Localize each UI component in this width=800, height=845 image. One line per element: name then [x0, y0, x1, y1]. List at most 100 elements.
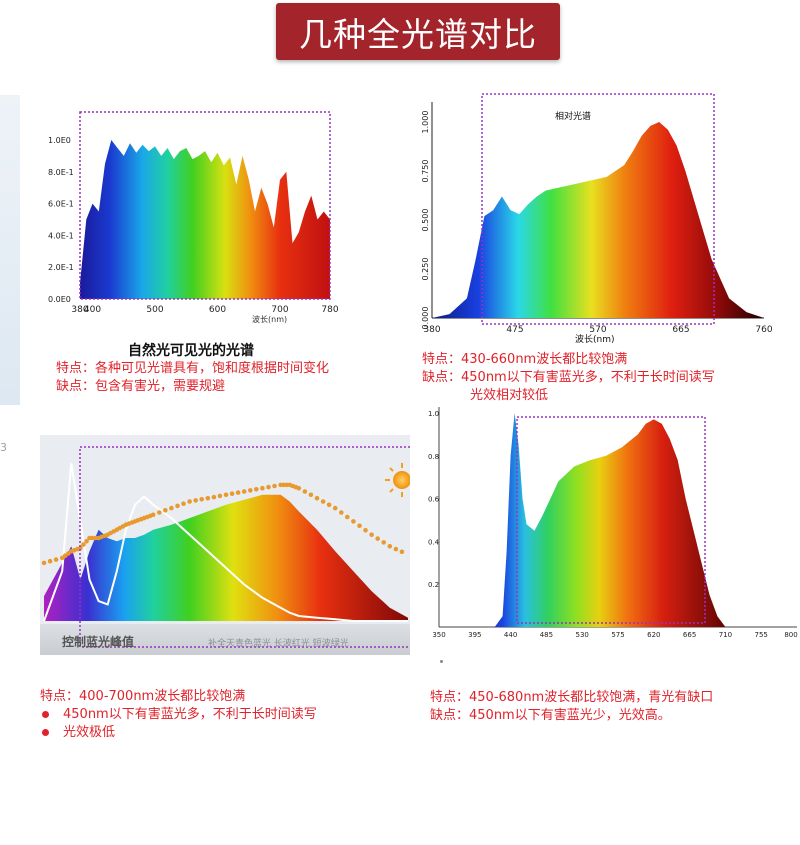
chart3-dot	[241, 489, 247, 494]
chart2-y-tick: 0.250	[421, 258, 430, 281]
chart3-dot	[345, 514, 350, 520]
chart4-features: 特点：450-680nm波长都比较饱满，青光有缺口	[430, 690, 714, 705]
chart3-dot	[363, 528, 368, 533]
chart3-dot	[163, 508, 168, 513]
chart3-dot	[351, 519, 356, 524]
chart3-footer-bar	[40, 624, 410, 655]
chart3-spectrum-area	[44, 494, 408, 621]
chart4-x-tick: 350	[432, 631, 445, 639]
chart1-y-tick: 0.0E0	[48, 295, 71, 304]
chart3-dot	[187, 499, 192, 504]
chart3-dot	[175, 503, 180, 509]
chart2-dotted-box	[481, 93, 715, 325]
chart4-x-tick: 665	[683, 631, 696, 639]
left-strip	[0, 95, 20, 405]
chart-led-spectrum: 1.0 0.8 0.6 0.4 0.2 350 395 440 485 530 575 620 665…	[428, 407, 798, 639]
chart4-y-tick: 1.0	[428, 410, 439, 418]
chart4-x-tick: 530	[576, 631, 589, 639]
chart3-dot	[223, 492, 229, 498]
chart4-y-tick: 0.4	[428, 538, 440, 546]
chart4-dotted-box	[516, 416, 706, 624]
chart1-y-tick: 2.0E-1	[48, 263, 74, 272]
chart3-dot	[169, 505, 174, 511]
chart3-dot	[181, 501, 186, 506]
chart1-x-tick: 400	[84, 305, 101, 315]
chart3-dot	[47, 558, 53, 564]
chart2-x-tick: 665	[672, 325, 689, 335]
chart4-x-tick: 395	[468, 631, 481, 639]
chart3-dot	[399, 549, 405, 555]
chart3-dot	[369, 532, 374, 537]
chart2-title: 相对光谱	[555, 110, 591, 122]
chart3-bullet-1: 450nm以下有害蓝光多，不利于长时间读写	[42, 706, 317, 724]
chart3-white-curve	[43, 463, 408, 622]
chart-controlled-blue: 控制蓝光峰值 补全天青色蓝光 长波红光 短波绿光	[41, 446, 410, 649]
chart3-bottom-label-left: 控制蓝光峰值	[62, 634, 134, 649]
chart1-x-tick: 780	[321, 305, 338, 315]
chart3-dot	[157, 510, 162, 515]
chart1-y-tick: 6.0E-1	[48, 200, 74, 209]
chart2-y-tick: 0.000	[421, 307, 430, 330]
chart2-features: 特点：430-660nm波长都比较饱满	[422, 352, 628, 367]
chart3-dot	[229, 491, 235, 496]
chart3-dot	[84, 539, 89, 544]
chart4-y-ticks: 1.0 0.8 0.6 0.4 0.2	[428, 410, 440, 589]
chart3-dot	[235, 490, 241, 495]
sun-icon	[385, 463, 410, 497]
chart3-dot	[254, 487, 259, 492]
chart4-y-tick: 0.2	[428, 581, 439, 589]
chart3-dot	[272, 483, 277, 489]
chart1-x-tick: 380	[71, 305, 88, 315]
chart3-dot	[339, 510, 344, 515]
chart3-dot	[266, 484, 271, 490]
chart3-dot	[193, 498, 198, 503]
page-title: 几种全光谱对比	[299, 14, 537, 54]
chart4-x-tick: 755	[755, 631, 768, 639]
chart4-spectrum-area	[439, 413, 726, 627]
chart3-dot	[260, 485, 265, 491]
chart4-x-ticks: 350 395 440 485 530 575 620 665 710 755 800	[432, 631, 797, 639]
chart3-dot	[217, 493, 223, 499]
chart2-x-tick: 475	[506, 325, 523, 335]
chart3-features: 特点：400-700nm波长都比较饱满	[40, 689, 246, 704]
chart3-dot	[308, 492, 314, 498]
chart4-x-tick: 620	[647, 631, 660, 639]
chart1-dotted-box	[79, 111, 331, 300]
chart3-dot	[53, 557, 59, 562]
chart3-dotted-box	[79, 446, 410, 648]
chart1-x-label: 波长(nm)	[252, 314, 287, 324]
chart2-x-tick: 570	[589, 325, 606, 335]
chart2-y-ticks: 0.000 0.250 0.500 0.750 1.000	[421, 111, 430, 330]
chart4-x-tick: 485	[540, 631, 553, 639]
chart2-x-ticks: 380 475 570 665 760	[423, 325, 772, 335]
chart1-y-ticks: 1.0E0 8.0E-1 6.0E-1 4.0E-1 2.0E-1 0.0E0	[48, 136, 74, 304]
chart3-dot	[199, 497, 204, 502]
chart3-bullet-2: 光效极低	[42, 724, 115, 742]
decor-dot	[440, 660, 443, 663]
chart3-dot	[314, 495, 320, 501]
chart3-dot	[296, 485, 302, 491]
chart2-x-tick: 760	[755, 325, 772, 335]
chart3-dot	[320, 499, 326, 504]
chart3-dot	[211, 494, 217, 500]
bullet-icon	[42, 729, 49, 736]
chart2-y-tick: 0.750	[421, 160, 430, 183]
chart3-dot	[205, 495, 211, 501]
chart2-spectrum-area	[432, 122, 764, 318]
chart1-y-tick: 8.0E-1	[48, 168, 74, 177]
chart3-dot	[248, 488, 253, 493]
chart1-caption: 自然光可见光的光谱	[128, 343, 254, 359]
chart1-x-tick: 700	[271, 305, 288, 315]
chart3-dot	[357, 523, 362, 529]
chart4-y-tick: 0.6	[428, 496, 440, 504]
chart1-features: 特点：各种可见光谱具有，饱和度根据时间变化	[56, 361, 330, 376]
chart4-drawbacks: 缺点：450nm以下有害蓝光少，光效高。	[430, 708, 671, 723]
chart3-dotted-curve	[41, 482, 405, 566]
chart3-dot	[381, 540, 387, 545]
chart3-dot	[393, 546, 399, 552]
chart3-dot	[302, 489, 308, 494]
chart3-bottom-label-right: 补全天青色蓝光 长波红光 短波绿光	[208, 637, 349, 649]
chart3-dot	[150, 512, 156, 518]
chart3-dot	[326, 502, 332, 508]
